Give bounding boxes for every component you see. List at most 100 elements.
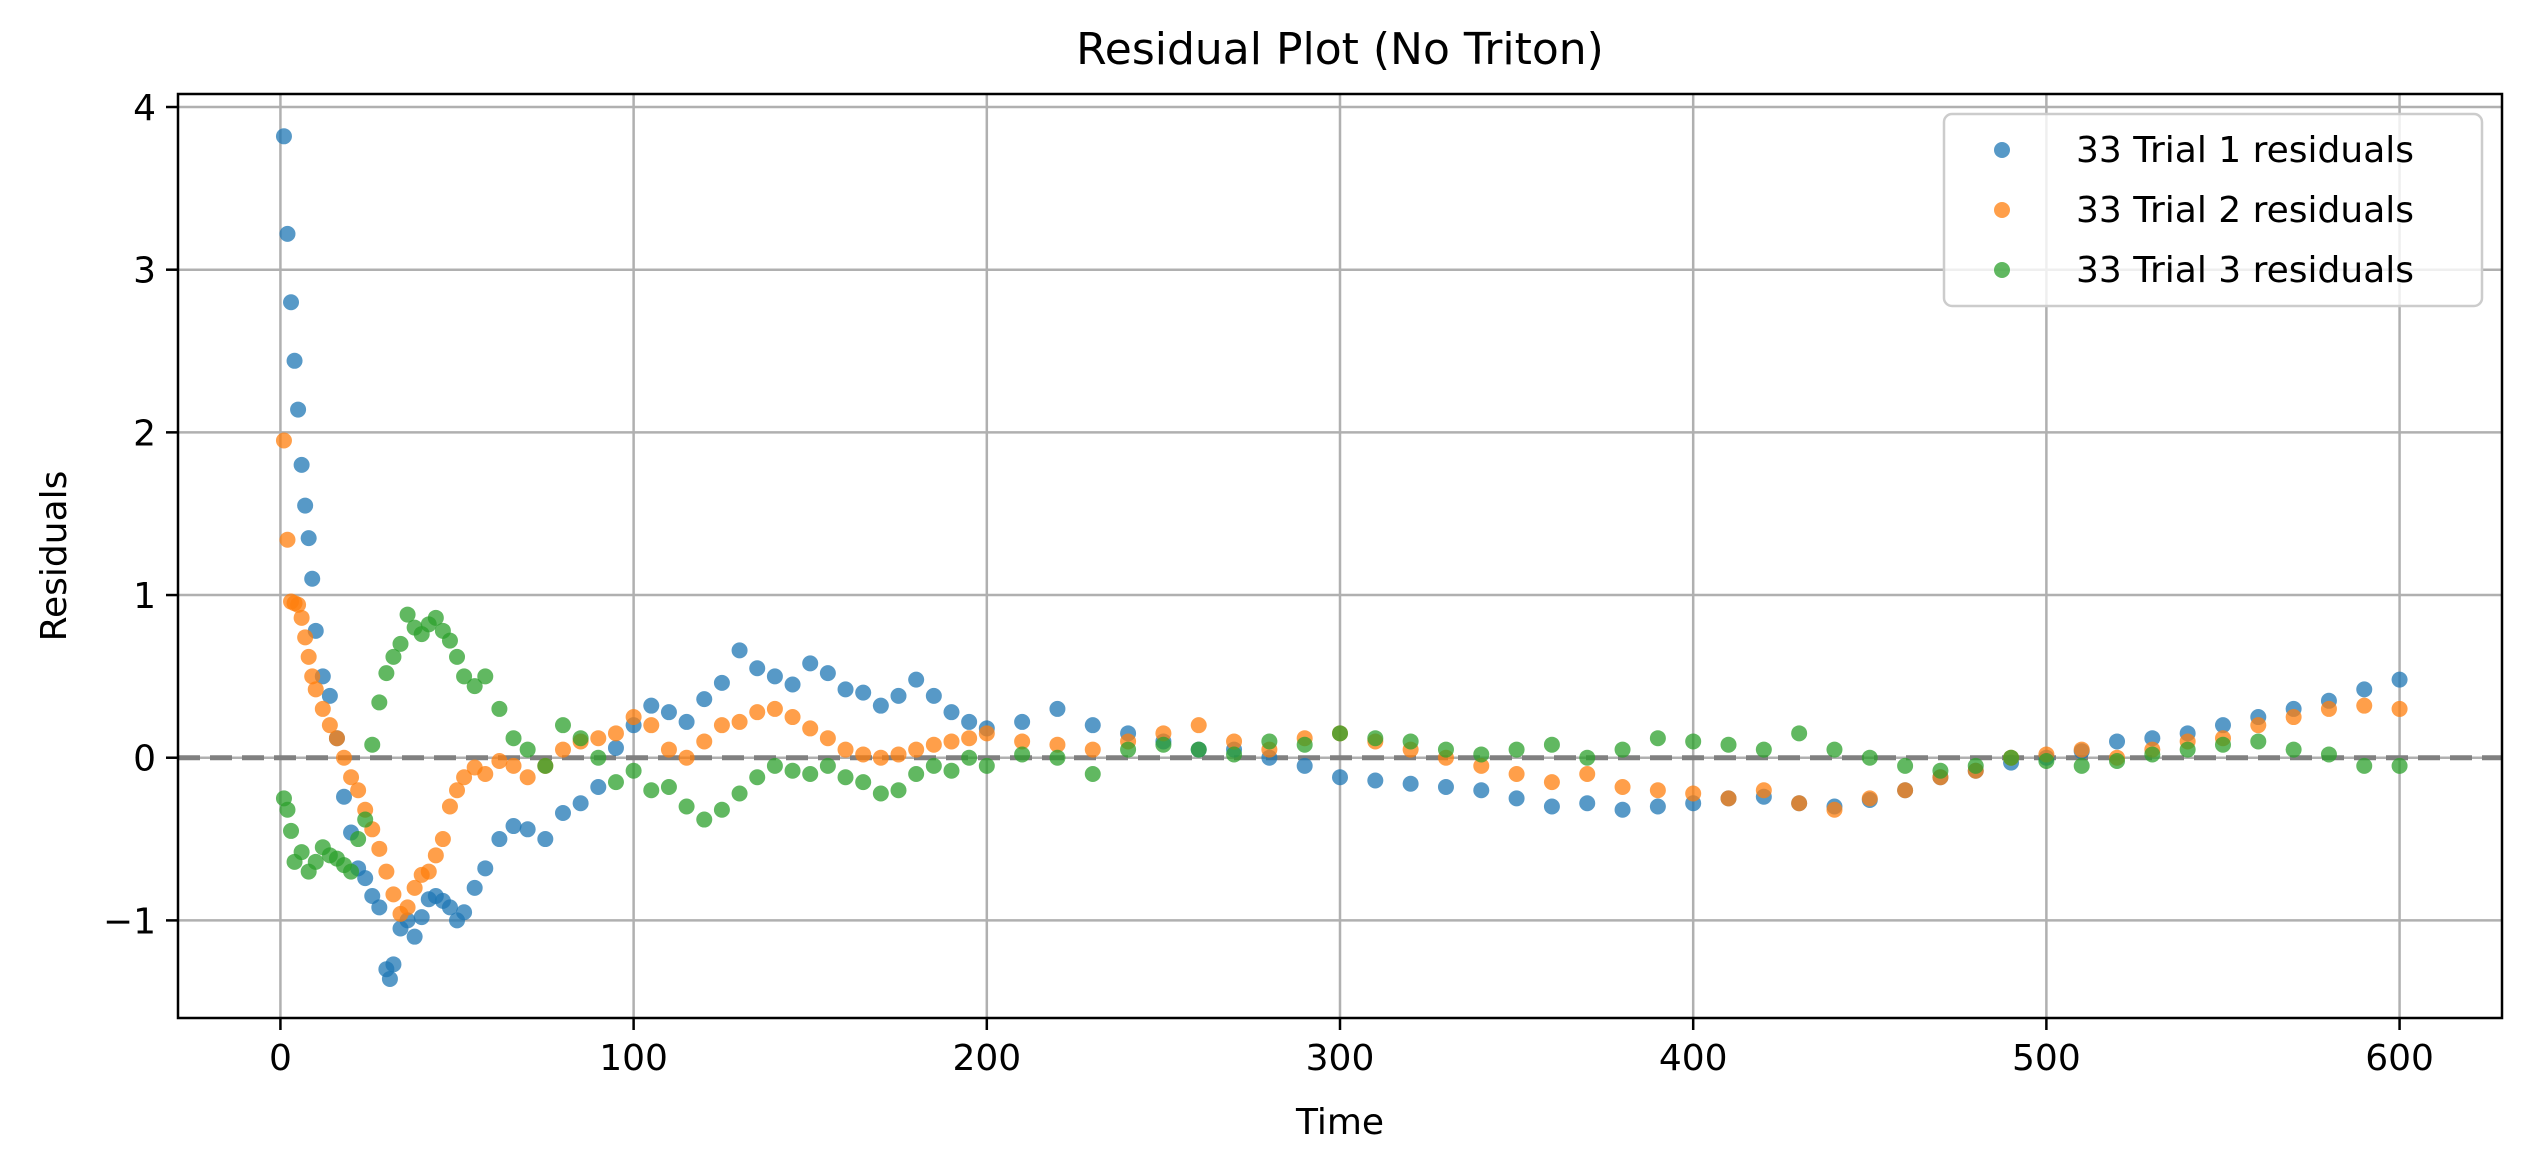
data-point	[290, 596, 307, 613]
data-point	[1685, 733, 1702, 750]
data-point	[678, 749, 695, 766]
data-point	[1861, 790, 1878, 807]
data-point	[1508, 790, 1525, 807]
data-point	[505, 757, 522, 774]
data-point	[890, 782, 907, 799]
data-point	[837, 741, 854, 758]
y-tick-label: 3	[133, 251, 156, 292]
data-point	[1226, 733, 1243, 750]
data-point	[378, 863, 395, 880]
data-point	[456, 769, 473, 786]
data-point	[1543, 798, 1560, 815]
data-point	[872, 749, 889, 766]
data-point	[1367, 730, 1384, 747]
data-point	[519, 769, 536, 786]
data-point	[537, 757, 554, 774]
data-point	[643, 782, 660, 799]
data-point	[961, 713, 978, 730]
data-point	[343, 769, 360, 786]
data-point	[293, 609, 310, 626]
data-point	[1579, 749, 1596, 766]
data-point	[357, 870, 374, 887]
data-point	[304, 668, 321, 685]
data-point	[660, 741, 677, 758]
data-point	[1508, 741, 1525, 758]
data-point	[505, 818, 522, 835]
data-point	[1826, 741, 1843, 758]
data-point	[978, 757, 995, 774]
data-point	[1332, 769, 1348, 786]
data-point	[449, 782, 466, 799]
data-point	[819, 757, 836, 774]
data-point	[872, 785, 889, 802]
data-point	[290, 401, 307, 418]
data-point	[427, 609, 444, 626]
data-point	[643, 717, 660, 734]
data-point	[1649, 798, 1666, 815]
data-point	[1296, 736, 1313, 753]
data-point	[731, 785, 748, 802]
data-point	[784, 709, 801, 726]
data-point	[1084, 717, 1101, 734]
data-point	[456, 904, 473, 921]
data-point	[1296, 757, 1313, 774]
data-point	[466, 678, 483, 695]
data-point	[1261, 733, 1278, 750]
data-point	[766, 757, 783, 774]
data-point	[1014, 746, 1031, 763]
data-point	[696, 733, 713, 750]
data-point	[279, 531, 296, 548]
data-point	[336, 749, 352, 766]
data-point	[1543, 774, 1560, 791]
data-point	[2109, 752, 2126, 769]
data-point	[381, 970, 398, 987]
data-point	[1861, 749, 1878, 766]
data-point	[819, 730, 836, 747]
legend-box	[1942, 112, 2484, 308]
data-point	[1755, 782, 1772, 799]
data-point	[554, 805, 571, 822]
data-point	[2285, 741, 2302, 758]
data-point	[2038, 752, 2055, 769]
data-point	[872, 697, 889, 714]
data-point	[731, 713, 748, 730]
data-point	[2320, 746, 2337, 763]
data-point	[371, 899, 388, 916]
data-point	[1473, 746, 1490, 763]
series-trial-3	[275, 606, 2408, 880]
data-point	[300, 648, 317, 665]
data-points	[275, 128, 2408, 987]
data-point	[336, 788, 352, 805]
data-point	[802, 655, 819, 672]
legend-label-trial-1: 33 Trial 1 residuals	[2076, 130, 2414, 171]
data-point	[713, 801, 730, 818]
data-point	[491, 831, 508, 848]
data-point	[590, 749, 607, 766]
data-point	[855, 774, 872, 791]
data-point	[766, 700, 783, 717]
data-point	[279, 225, 296, 242]
data-point	[731, 642, 748, 659]
data-point	[908, 741, 925, 758]
data-point	[749, 769, 766, 786]
data-point	[1402, 775, 1419, 792]
data-point	[328, 730, 345, 747]
data-point	[908, 765, 925, 782]
data-point	[1155, 736, 1172, 753]
data-point	[1190, 717, 1207, 734]
data-point	[590, 779, 607, 795]
data-point	[519, 821, 536, 838]
data-point	[434, 831, 451, 848]
data-point	[802, 720, 819, 737]
data-point	[392, 635, 409, 652]
data-point	[696, 811, 713, 828]
data-point	[357, 811, 374, 828]
data-point	[607, 725, 624, 742]
data-point	[908, 671, 925, 688]
data-point	[625, 762, 642, 779]
data-point	[1084, 765, 1101, 782]
data-point	[625, 709, 642, 726]
data-point	[925, 687, 942, 704]
data-point	[2003, 749, 2020, 766]
data-point	[491, 700, 508, 717]
